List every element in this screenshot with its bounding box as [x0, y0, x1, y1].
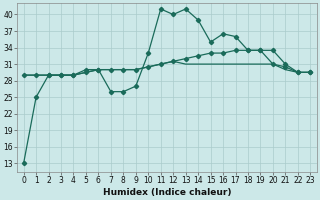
X-axis label: Humidex (Indice chaleur): Humidex (Indice chaleur): [103, 188, 231, 197]
